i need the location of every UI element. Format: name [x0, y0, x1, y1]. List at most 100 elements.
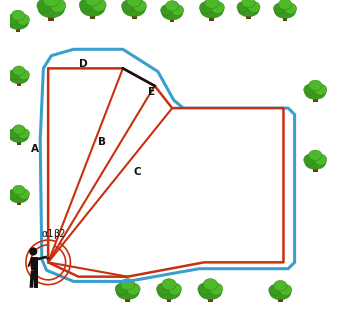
Ellipse shape — [122, 0, 135, 12]
Ellipse shape — [18, 189, 29, 199]
Ellipse shape — [9, 190, 28, 203]
Ellipse shape — [198, 283, 211, 295]
Polygon shape — [17, 200, 21, 205]
Ellipse shape — [304, 154, 316, 165]
Ellipse shape — [80, 0, 105, 16]
Polygon shape — [167, 296, 171, 302]
Ellipse shape — [309, 150, 322, 161]
Ellipse shape — [127, 283, 140, 295]
Ellipse shape — [200, 3, 223, 18]
Ellipse shape — [9, 129, 28, 142]
Ellipse shape — [118, 289, 137, 296]
Ellipse shape — [305, 155, 326, 169]
Polygon shape — [246, 14, 251, 19]
Polygon shape — [313, 166, 318, 172]
Ellipse shape — [11, 10, 25, 21]
Ellipse shape — [18, 70, 29, 80]
Ellipse shape — [274, 4, 295, 18]
Ellipse shape — [9, 71, 28, 84]
Text: D: D — [79, 59, 88, 69]
Text: C: C — [134, 167, 141, 177]
Ellipse shape — [50, 0, 66, 12]
Ellipse shape — [7, 15, 28, 29]
Ellipse shape — [8, 70, 20, 80]
Polygon shape — [48, 68, 284, 277]
Ellipse shape — [284, 3, 297, 14]
Ellipse shape — [41, 6, 62, 13]
Ellipse shape — [274, 280, 287, 291]
Text: B: B — [98, 136, 106, 147]
Ellipse shape — [123, 1, 145, 17]
Circle shape — [29, 247, 37, 256]
Ellipse shape — [164, 10, 181, 17]
Ellipse shape — [161, 5, 173, 16]
Polygon shape — [90, 13, 95, 19]
Polygon shape — [210, 15, 214, 21]
Ellipse shape — [162, 279, 176, 290]
Polygon shape — [131, 13, 137, 19]
Ellipse shape — [125, 6, 143, 13]
Ellipse shape — [18, 128, 29, 139]
Ellipse shape — [11, 134, 27, 139]
Ellipse shape — [17, 14, 29, 25]
Ellipse shape — [314, 84, 327, 95]
Ellipse shape — [79, 0, 94, 11]
Polygon shape — [278, 297, 283, 302]
Ellipse shape — [305, 85, 326, 99]
Ellipse shape — [127, 0, 141, 7]
Ellipse shape — [158, 284, 180, 300]
Ellipse shape — [11, 75, 27, 80]
Text: E: E — [148, 87, 155, 97]
Ellipse shape — [8, 128, 20, 139]
Ellipse shape — [13, 66, 25, 76]
Polygon shape — [313, 96, 318, 102]
Ellipse shape — [116, 284, 139, 300]
Polygon shape — [17, 81, 21, 86]
Ellipse shape — [307, 160, 324, 166]
Ellipse shape — [11, 194, 27, 200]
Polygon shape — [48, 14, 54, 21]
Ellipse shape — [83, 5, 103, 12]
Polygon shape — [46, 257, 50, 260]
Ellipse shape — [9, 20, 27, 26]
Text: β2: β2 — [53, 229, 66, 239]
Ellipse shape — [160, 289, 178, 296]
Ellipse shape — [6, 14, 19, 25]
Polygon shape — [125, 296, 130, 302]
Ellipse shape — [279, 0, 292, 10]
Ellipse shape — [307, 90, 324, 96]
Ellipse shape — [162, 5, 183, 20]
Ellipse shape — [115, 283, 128, 295]
Ellipse shape — [133, 0, 147, 12]
Ellipse shape — [92, 0, 106, 11]
Ellipse shape — [276, 9, 294, 15]
Ellipse shape — [240, 7, 257, 13]
Polygon shape — [17, 140, 21, 145]
Ellipse shape — [238, 3, 259, 17]
Ellipse shape — [309, 80, 322, 91]
Polygon shape — [37, 256, 47, 260]
Ellipse shape — [171, 5, 184, 16]
Ellipse shape — [13, 125, 25, 135]
Ellipse shape — [166, 1, 179, 11]
Ellipse shape — [43, 0, 60, 7]
Ellipse shape — [199, 284, 222, 300]
Ellipse shape — [273, 3, 286, 14]
Ellipse shape — [85, 0, 100, 6]
Ellipse shape — [156, 283, 170, 295]
Ellipse shape — [210, 283, 223, 295]
Ellipse shape — [37, 0, 52, 12]
Ellipse shape — [211, 2, 224, 14]
Ellipse shape — [270, 286, 291, 300]
Polygon shape — [31, 257, 38, 270]
Ellipse shape — [280, 285, 292, 296]
Ellipse shape — [205, 0, 219, 9]
Polygon shape — [29, 270, 34, 288]
Ellipse shape — [314, 154, 327, 165]
Polygon shape — [208, 296, 213, 302]
Ellipse shape — [8, 189, 20, 199]
Ellipse shape — [304, 84, 316, 95]
Ellipse shape — [13, 185, 25, 195]
Polygon shape — [283, 15, 287, 21]
Polygon shape — [34, 270, 38, 288]
